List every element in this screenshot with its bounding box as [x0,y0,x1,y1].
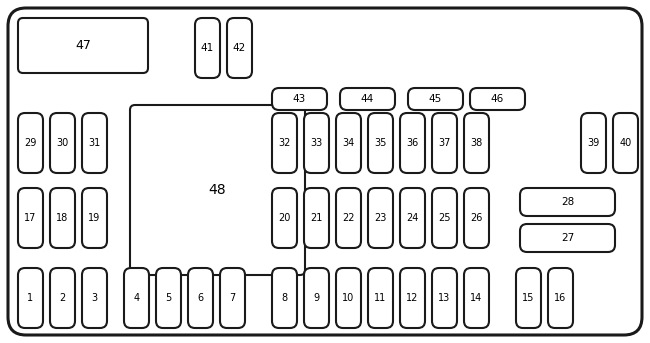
FancyBboxPatch shape [50,268,75,328]
Text: 39: 39 [588,138,599,148]
Text: 43: 43 [293,94,306,104]
Text: 20: 20 [278,213,291,223]
FancyBboxPatch shape [464,268,489,328]
Text: 46: 46 [491,94,504,104]
Text: 44: 44 [361,94,374,104]
FancyBboxPatch shape [368,113,393,173]
FancyBboxPatch shape [156,268,181,328]
Text: 38: 38 [471,138,482,148]
FancyBboxPatch shape [408,88,463,110]
Text: 19: 19 [88,213,101,223]
Text: 9: 9 [313,293,320,303]
Text: 48: 48 [209,183,226,197]
FancyBboxPatch shape [340,88,395,110]
FancyBboxPatch shape [82,268,107,328]
FancyBboxPatch shape [195,18,220,78]
FancyBboxPatch shape [336,188,361,248]
FancyBboxPatch shape [50,188,75,248]
Text: 37: 37 [438,138,450,148]
Text: 22: 22 [343,213,355,223]
FancyBboxPatch shape [272,268,297,328]
Text: 32: 32 [278,138,291,148]
Text: 16: 16 [554,293,567,303]
FancyBboxPatch shape [272,188,297,248]
FancyBboxPatch shape [400,268,425,328]
Text: 24: 24 [406,213,419,223]
FancyBboxPatch shape [400,188,425,248]
FancyBboxPatch shape [464,188,489,248]
Text: 1: 1 [27,293,34,303]
FancyBboxPatch shape [227,18,252,78]
FancyBboxPatch shape [18,268,43,328]
FancyBboxPatch shape [18,113,43,173]
FancyBboxPatch shape [581,113,606,173]
FancyBboxPatch shape [432,188,457,248]
Text: 41: 41 [201,43,214,53]
FancyBboxPatch shape [613,113,638,173]
FancyBboxPatch shape [464,113,489,173]
FancyBboxPatch shape [368,188,393,248]
FancyBboxPatch shape [304,113,329,173]
FancyBboxPatch shape [220,268,245,328]
FancyBboxPatch shape [130,105,305,275]
Text: 8: 8 [281,293,287,303]
Text: 11: 11 [374,293,387,303]
FancyBboxPatch shape [470,88,525,110]
FancyBboxPatch shape [304,188,329,248]
Text: 35: 35 [374,138,387,148]
Text: 21: 21 [310,213,322,223]
FancyBboxPatch shape [82,188,107,248]
FancyBboxPatch shape [50,113,75,173]
FancyBboxPatch shape [336,268,361,328]
FancyBboxPatch shape [188,268,213,328]
Text: 40: 40 [619,138,632,148]
FancyBboxPatch shape [272,113,297,173]
Text: 29: 29 [24,138,36,148]
Text: 34: 34 [343,138,355,148]
Text: 47: 47 [75,39,91,52]
Text: 42: 42 [233,43,246,53]
FancyBboxPatch shape [432,113,457,173]
Text: 5: 5 [165,293,172,303]
Text: 36: 36 [406,138,419,148]
FancyBboxPatch shape [8,8,642,335]
Text: 23: 23 [374,213,387,223]
Text: 33: 33 [311,138,322,148]
FancyBboxPatch shape [18,18,148,73]
FancyBboxPatch shape [82,113,107,173]
Text: 26: 26 [471,213,483,223]
Text: 27: 27 [561,233,574,243]
FancyBboxPatch shape [124,268,149,328]
Text: 10: 10 [343,293,355,303]
Text: 4: 4 [133,293,140,303]
Text: 12: 12 [406,293,419,303]
Text: 15: 15 [523,293,535,303]
FancyBboxPatch shape [400,113,425,173]
Text: 2: 2 [59,293,66,303]
Text: 28: 28 [561,197,574,207]
FancyBboxPatch shape [432,268,457,328]
Text: 6: 6 [198,293,203,303]
FancyBboxPatch shape [336,113,361,173]
Text: 14: 14 [471,293,482,303]
Text: 31: 31 [88,138,101,148]
FancyBboxPatch shape [368,268,393,328]
FancyBboxPatch shape [516,268,541,328]
FancyBboxPatch shape [520,224,615,252]
FancyBboxPatch shape [272,88,327,110]
Text: 3: 3 [92,293,98,303]
Text: 18: 18 [57,213,69,223]
Text: 13: 13 [438,293,450,303]
Text: 45: 45 [429,94,442,104]
FancyBboxPatch shape [520,188,615,216]
FancyBboxPatch shape [548,268,573,328]
Text: 7: 7 [229,293,235,303]
FancyBboxPatch shape [18,188,43,248]
FancyBboxPatch shape [304,268,329,328]
Text: 25: 25 [438,213,450,223]
Text: 30: 30 [57,138,69,148]
Text: 17: 17 [24,213,36,223]
